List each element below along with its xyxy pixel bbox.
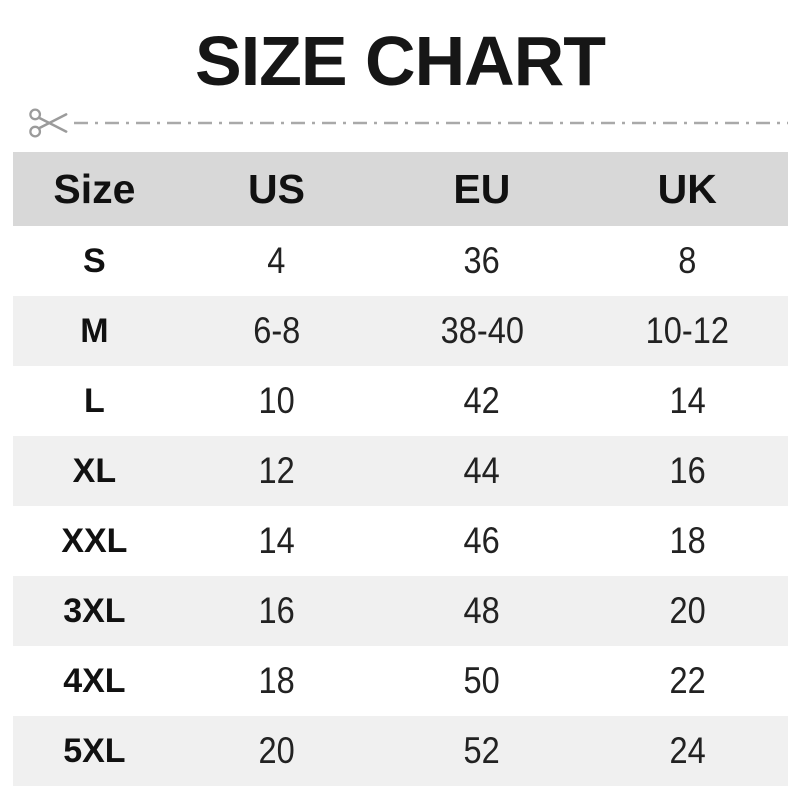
eu-number: 44 <box>463 450 500 491</box>
uk-number: 18 <box>669 520 706 561</box>
cut-line <box>28 104 788 142</box>
eu-number: 36 <box>463 240 500 281</box>
scissors-icon <box>29 108 68 138</box>
size-value: L <box>83 381 105 420</box>
table-row-m: M 6-8 38-40 10-12 <box>13 296 788 366</box>
dashed-cut-line <box>74 121 788 125</box>
us-value: 12 <box>176 450 378 492</box>
eu-number: 52 <box>463 730 500 771</box>
us-value: 4 <box>176 240 378 282</box>
eu-number: 50 <box>463 660 500 701</box>
us-number: 20 <box>258 730 295 771</box>
uk-number: 8 <box>678 240 697 281</box>
size-value: XL <box>72 451 117 490</box>
uk-value: 14 <box>587 380 789 422</box>
uk-number: 24 <box>669 730 706 771</box>
uk-number: 14 <box>669 380 706 421</box>
size-table: Size US EU UK S 4 36 8 M 6-8 38-40 10-12… <box>13 152 788 786</box>
page-title: SIZE CHART <box>195 22 606 100</box>
us-number: 12 <box>258 450 295 491</box>
us-number: 10 <box>258 380 295 421</box>
eu-number: 46 <box>463 520 500 561</box>
us-number: 6-8 <box>252 310 301 351</box>
eu-value: 48 <box>377 590 586 632</box>
eu-value: 52 <box>377 730 586 772</box>
us-number: 4 <box>267 240 286 281</box>
table-row-5xl: 5XL 20 52 24 <box>13 716 788 786</box>
column-header-us: US <box>248 165 305 212</box>
us-number: 14 <box>258 520 295 561</box>
eu-value: 44 <box>377 450 586 492</box>
uk-value: 10-12 <box>587 310 789 352</box>
uk-number: 10-12 <box>645 310 729 351</box>
table-row-xxl: XXL 14 46 18 <box>13 506 788 576</box>
eu-value: 42 <box>377 380 586 422</box>
us-value: 10 <box>176 380 378 422</box>
table-row-3xl: 3XL 16 48 20 <box>13 576 788 646</box>
table-row-xl: XL 12 44 16 <box>13 436 788 506</box>
column-header-uk: UK <box>657 165 717 212</box>
eu-value: 46 <box>377 520 586 562</box>
table-row-l: L 10 42 14 <box>13 366 788 436</box>
size-value: 4XL <box>63 661 126 700</box>
us-value: 6-8 <box>176 310 378 352</box>
us-number: 18 <box>258 660 295 701</box>
eu-number: 48 <box>463 590 500 631</box>
uk-value: 8 <box>587 240 789 282</box>
table-row-4xl: 4XL 18 50 22 <box>13 646 788 716</box>
size-value: 5XL <box>63 731 126 770</box>
size-value: M <box>80 311 109 350</box>
column-header-eu: EU <box>453 165 511 212</box>
size-value: XXL <box>61 521 128 560</box>
eu-value: 50 <box>377 660 586 702</box>
eu-value: 36 <box>377 240 586 282</box>
us-value: 16 <box>176 590 378 632</box>
uk-value: 16 <box>587 450 789 492</box>
size-value: 3XL <box>63 591 126 630</box>
table-header-row: Size US EU UK <box>13 152 788 226</box>
uk-number: 20 <box>669 590 706 631</box>
uk-number: 22 <box>669 660 706 701</box>
uk-value: 20 <box>587 590 789 632</box>
us-value: 20 <box>176 730 378 772</box>
column-header-size: Size <box>53 165 136 212</box>
eu-number: 42 <box>463 380 500 421</box>
us-value: 18 <box>176 660 378 702</box>
table-row-s: S 4 36 8 <box>13 226 788 296</box>
eu-number: 38-40 <box>440 310 524 351</box>
us-value: 14 <box>176 520 378 562</box>
us-number: 16 <box>258 590 295 631</box>
size-value: S <box>83 241 106 280</box>
uk-value: 18 <box>587 520 789 562</box>
uk-number: 16 <box>669 450 706 491</box>
uk-value: 22 <box>587 660 789 702</box>
uk-value: 24 <box>587 730 789 772</box>
eu-value: 38-40 <box>377 310 586 352</box>
